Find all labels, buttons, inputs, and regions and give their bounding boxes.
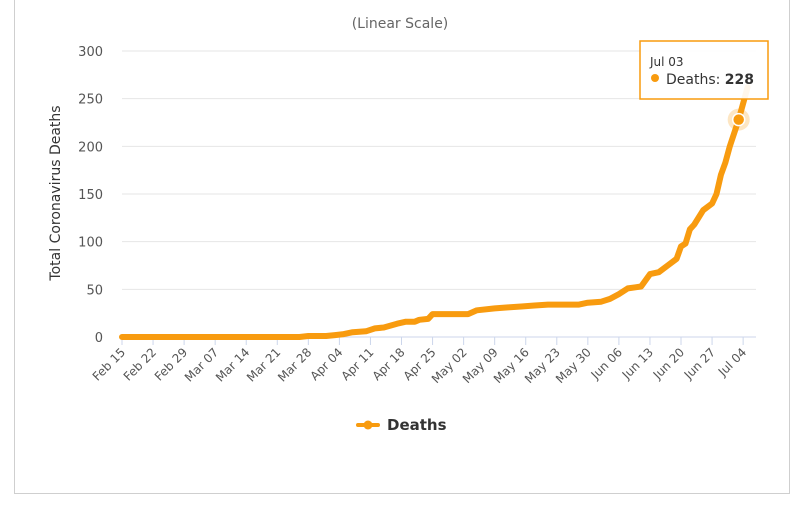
tooltip-box	[639, 40, 769, 100]
tooltip-label: Deaths:	[666, 72, 725, 88]
legend-label-deaths: Deaths	[387, 416, 447, 434]
x-tick-label: Mar 07	[182, 345, 221, 384]
tooltip-marker-icon	[651, 74, 659, 82]
legend[interactable]: Deaths	[356, 416, 447, 434]
data-point	[731, 112, 746, 127]
tooltip-text: Deaths: 228	[666, 72, 754, 88]
y-tick-label: 100	[78, 236, 103, 251]
x-tick-label: Jun 13	[619, 345, 656, 382]
x-tick-label: Apr 04	[307, 345, 345, 383]
y-axis-label: Total Coronavirus Deaths	[48, 105, 64, 281]
x-tick-label: Apr 18	[370, 345, 408, 383]
x-tick-label: Mar 14	[213, 345, 252, 384]
tooltip-date: Jul 03	[649, 55, 684, 69]
series-line	[119, 84, 751, 340]
x-tick-label: Jun 20	[650, 345, 687, 382]
y-tick-label: 150	[78, 188, 103, 203]
y-tick-label: 250	[78, 93, 103, 108]
series-deaths	[119, 84, 751, 340]
x-tick-label: Jun 06	[588, 345, 625, 382]
y-tick-label: 50	[86, 283, 103, 298]
x-tick-label: Feb 22	[121, 345, 159, 383]
x-tick-label: Jun 27	[681, 345, 718, 382]
y-tick-label: 300	[78, 45, 103, 60]
y-axis-ticks: 0 50 100 150 200 250 300	[78, 45, 103, 346]
tooltip: Jul 03 Deaths: 228	[639, 40, 769, 100]
chart-subtitle: (Linear Scale)	[352, 16, 449, 32]
y-tick-label: 200	[78, 140, 103, 155]
x-tick-label: Apr 11	[338, 345, 376, 383]
x-tick-label: Feb 15	[90, 345, 128, 383]
legend-marker-icon	[363, 420, 373, 430]
y-tick-label: 0	[95, 331, 103, 346]
x-tick-label: Mar 28	[275, 345, 314, 384]
x-tick-label: Jul 04	[715, 345, 749, 379]
tooltip-value: 228	[725, 72, 754, 88]
x-tick-label: Mar 21	[244, 345, 283, 384]
